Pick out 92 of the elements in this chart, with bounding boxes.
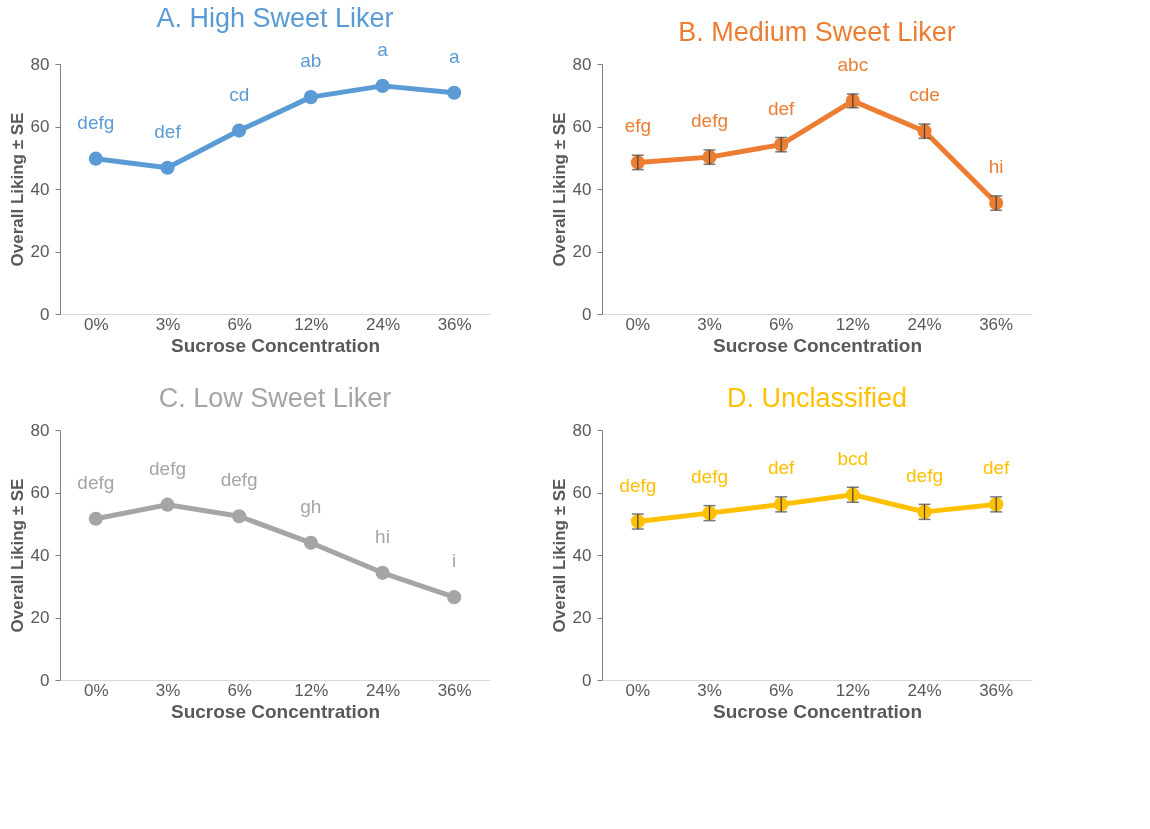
y-axis-title: Overall Liking ± SE xyxy=(7,112,27,267)
annotation: hi xyxy=(988,156,1004,178)
x-axis-title: Sucrose Concentration xyxy=(170,700,381,722)
y-axis-title: Overall Liking ± SE xyxy=(7,478,27,633)
annotation: a xyxy=(377,38,389,60)
point xyxy=(232,123,247,138)
point xyxy=(375,565,390,580)
y-tick-label: 60 xyxy=(572,117,592,136)
y-tick-label: 0 xyxy=(582,304,592,324)
chart-title: D. Unclassified xyxy=(726,383,908,413)
x-tick-label: 3% xyxy=(697,680,722,700)
y-tick-label: 0 xyxy=(40,304,50,324)
y-tick-label: 60 xyxy=(572,483,592,502)
x-tick-label: 24% xyxy=(365,680,401,700)
annotation: defg xyxy=(149,457,186,479)
annotation: defg xyxy=(220,469,258,491)
x-tick-label: 24% xyxy=(907,680,942,700)
annotation: cd xyxy=(229,83,250,105)
point xyxy=(232,509,247,524)
point xyxy=(447,590,462,605)
y-tick-label: 0 xyxy=(582,670,592,690)
point xyxy=(375,78,390,93)
y-tick-label: 40 xyxy=(572,179,592,199)
annotation: abc xyxy=(837,53,869,75)
annotation: defg xyxy=(77,471,115,493)
point xyxy=(160,160,175,175)
x-tick-label: 0% xyxy=(625,314,651,334)
x-tick-label: 0% xyxy=(84,314,109,334)
y-tick-label: 20 xyxy=(30,242,50,261)
x-tick-label: 0% xyxy=(625,680,651,700)
y-tick-label: 20 xyxy=(572,608,592,627)
annotation: def xyxy=(154,120,182,142)
y-tick-label: 60 xyxy=(30,483,50,502)
x-axis-title: Sucrose Concentration xyxy=(712,700,923,722)
annotation: i xyxy=(452,550,457,572)
y-tick-label: 60 xyxy=(30,117,50,136)
y-tick-label: 20 xyxy=(572,242,592,261)
y-tick-label: 80 xyxy=(572,54,592,74)
x-tick-label: 36% xyxy=(437,314,472,334)
x-tick-label: 12% xyxy=(835,680,870,700)
y-tick-label: 40 xyxy=(30,545,50,565)
annotation: defg xyxy=(691,110,728,132)
annotation: defg xyxy=(77,111,115,133)
x-tick-label: 36% xyxy=(979,680,1014,700)
annotation: gh xyxy=(300,495,322,517)
point xyxy=(160,497,175,512)
annotation: ab xyxy=(300,50,322,72)
y-tick-label: 80 xyxy=(572,420,592,440)
annotation: bcd xyxy=(837,447,869,469)
y-tick-label: 80 xyxy=(30,54,50,74)
x-tick-label: 12% xyxy=(835,314,870,334)
point xyxy=(303,535,318,550)
y-tick-label: 80 xyxy=(30,420,50,440)
annotation: defg xyxy=(691,466,728,488)
y-tick-label: 40 xyxy=(30,179,50,199)
y-tick-label: 40 xyxy=(572,545,592,565)
chart-title: B. Medium Sweet Liker xyxy=(678,17,956,47)
x-tick-label: 12% xyxy=(294,680,329,700)
x-axis-title: Sucrose Concentration xyxy=(712,334,923,356)
x-tick-label: 0% xyxy=(84,680,109,700)
annotation: cde xyxy=(909,84,940,106)
y-axis-title: Overall Liking ± SE xyxy=(549,478,569,633)
y-axis-title: Overall Liking ± SE xyxy=(549,112,569,267)
annotation: def xyxy=(767,457,796,479)
y-tick-label: 20 xyxy=(30,608,50,627)
point xyxy=(88,151,103,166)
chart-title: A. High Sweet Liker xyxy=(156,2,394,33)
x-tick-label: 6% xyxy=(227,314,252,334)
x-tick-label: 24% xyxy=(365,314,401,334)
annotation: efg xyxy=(624,115,652,137)
chart-title: C. Low Sweet Liker xyxy=(158,383,392,413)
annotation: defg xyxy=(906,464,943,486)
annotation: def xyxy=(982,457,1011,479)
annotation: hi xyxy=(375,525,390,547)
x-tick-label: 6% xyxy=(768,680,794,700)
x-axis-title: Sucrose Concentration xyxy=(170,334,381,356)
x-tick-label: 3% xyxy=(697,314,722,334)
point xyxy=(303,90,318,105)
annotation: a xyxy=(448,45,460,67)
x-tick-label: 12% xyxy=(294,314,329,334)
x-tick-label: 6% xyxy=(227,680,252,700)
y-tick-label: 0 xyxy=(40,670,50,690)
x-tick-label: 24% xyxy=(907,314,942,334)
x-tick-label: 36% xyxy=(437,680,472,700)
x-tick-label: 3% xyxy=(155,314,181,334)
x-tick-label: 36% xyxy=(979,314,1014,334)
x-tick-label: 6% xyxy=(768,314,794,334)
annotation: defg xyxy=(619,474,657,496)
annotation: def xyxy=(767,97,796,119)
point xyxy=(88,511,103,526)
x-tick-label: 3% xyxy=(155,680,181,700)
point xyxy=(447,85,462,100)
